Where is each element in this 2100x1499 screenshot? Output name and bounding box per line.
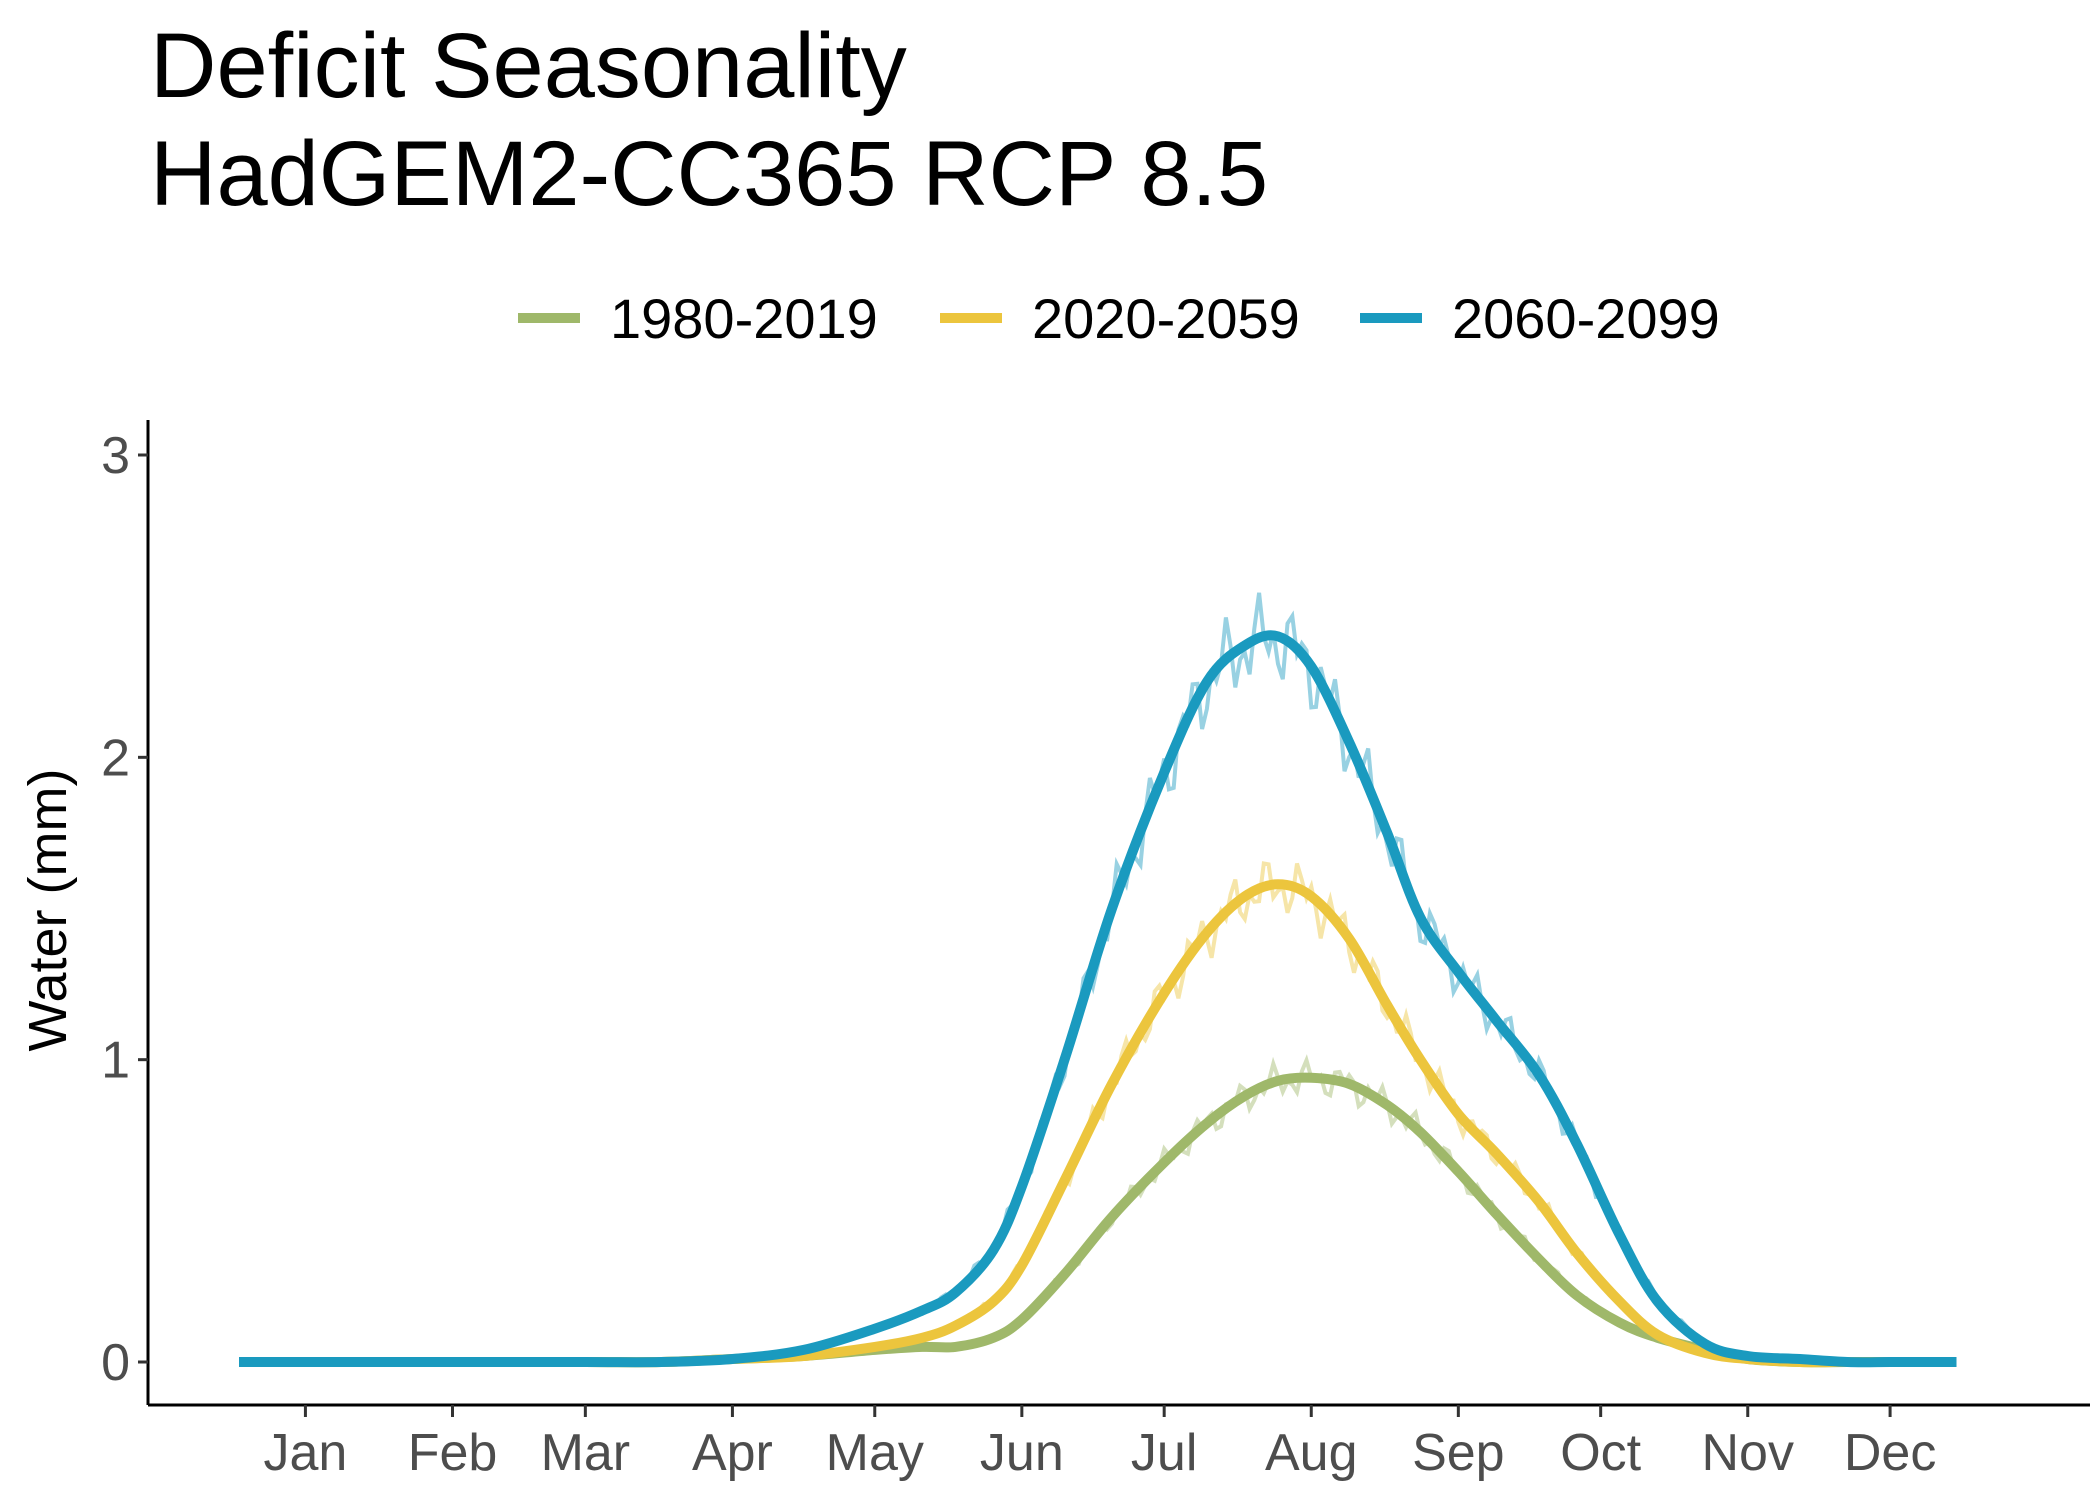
x-tick-label: Jan	[264, 1424, 348, 1482]
raw-series-lines	[239, 592, 1957, 1364]
series-line-2060-2099	[238, 630, 1957, 1368]
chart-title-line-1: Deficit Seasonality	[150, 15, 907, 117]
y-axis-title: Water (mm)	[18, 769, 78, 1052]
x-tick-label: Jun	[980, 1424, 1064, 1482]
y-tick-label: 3	[101, 427, 130, 485]
legend-label: 1980-2019	[610, 287, 878, 350]
legend-label: 2060-2099	[1452, 287, 1720, 350]
x-tick-label: Nov	[1702, 1424, 1794, 1482]
legend: 1980-2019 2020-2059 2060-2099	[518, 287, 1720, 350]
x-tick-label: Aug	[1265, 1424, 1358, 1482]
legend-label: 2020-2059	[1032, 287, 1300, 350]
x-tick-label: Feb	[408, 1424, 498, 1482]
raw-line-2060-2099	[239, 592, 1957, 1364]
x-tick-label: Apr	[692, 1424, 773, 1482]
x-tick-label: Oct	[1560, 1424, 1641, 1482]
smoothed-series-lines	[238, 630, 1957, 1368]
y-tick-label: 2	[101, 729, 130, 787]
y-tick-label: 1	[101, 1032, 130, 1090]
x-tick-label: May	[826, 1424, 924, 1482]
chart-title-line-2: HadGEM2-CC365 RCP 8.5	[150, 123, 1269, 225]
axes: 0 1 2 3 Jan Feb Mar Apr May Jun Jul Aug Sep Oct Nov Dec…	[18, 420, 2090, 1482]
x-tick-label: Dec	[1844, 1424, 1936, 1482]
x-tick-label: Sep	[1412, 1424, 1505, 1482]
y-tick-label: 0	[101, 1334, 130, 1392]
x-tick-label: Mar	[541, 1424, 631, 1482]
x-tick-label: Jul	[1131, 1424, 1197, 1482]
chart-title: Deficit Seasonality HadGEM2-CC365 RCP 8.…	[150, 12, 1268, 228]
